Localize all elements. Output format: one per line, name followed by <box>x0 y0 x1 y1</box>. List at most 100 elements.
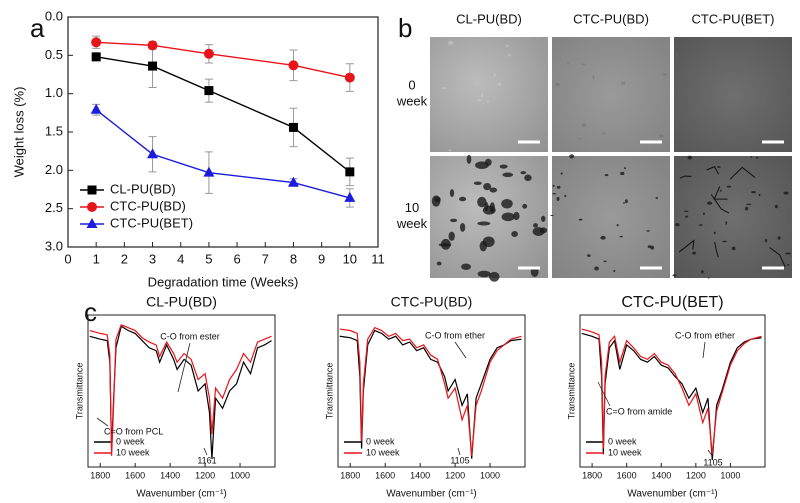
legend-label: 10 week <box>608 447 642 457</box>
sem-texture <box>564 194 567 198</box>
sem-texture <box>692 251 697 255</box>
sem-texture <box>477 270 491 278</box>
sem-texture <box>613 269 616 273</box>
sem-texture <box>448 40 454 45</box>
sem-texture <box>581 123 587 128</box>
marker <box>147 40 158 51</box>
sem-texture <box>758 193 761 197</box>
x-tick-label: 1400 <box>160 470 180 480</box>
sem-texture <box>550 214 554 217</box>
sem-texture <box>483 182 492 191</box>
marker <box>287 176 299 187</box>
sem-texture <box>726 185 732 188</box>
sem-texture <box>624 167 627 170</box>
sem-texture <box>604 174 609 177</box>
sem-image <box>552 37 670 152</box>
sem-texture <box>578 137 582 140</box>
sem-texture <box>513 211 520 221</box>
sem-texture <box>725 136 730 139</box>
sem-texture <box>489 271 500 282</box>
annotation: 1105 <box>703 457 722 467</box>
column-label: CTC-PU(BET) <box>691 11 774 26</box>
y-axis-label: Transmittance <box>566 363 576 420</box>
sem-texture <box>725 221 728 225</box>
sem-texture <box>756 156 759 159</box>
sem-texture <box>482 205 496 215</box>
x-tick-label: 1400 <box>651 470 671 480</box>
x-tick-label: 1200 <box>445 470 465 480</box>
sem-image <box>674 37 792 152</box>
panel-label: a <box>30 13 45 43</box>
plot-frame <box>87 314 276 468</box>
sem-texture <box>498 82 501 87</box>
legend-label: 0 week <box>116 436 145 446</box>
sem-texture <box>616 224 619 227</box>
panel-label: c <box>84 297 97 327</box>
row-label-line: week <box>396 94 428 109</box>
marker <box>91 37 102 48</box>
x-axis-label: Degradation time (Weeks) <box>148 274 299 289</box>
marker <box>87 185 97 195</box>
annotation-arrow <box>96 417 109 427</box>
plot-frame <box>337 314 526 468</box>
x-tick-label: 1000 <box>230 470 250 480</box>
x-tick-label: 7 <box>262 251 269 266</box>
sem-texture <box>441 87 447 89</box>
x-tick-label: 0 <box>64 251 71 266</box>
y-tick-label: 0.0 <box>45 8 63 23</box>
sem-texture <box>663 73 667 76</box>
sem-texture <box>539 227 548 234</box>
sem-texture <box>475 161 489 170</box>
sem-texture <box>785 252 791 255</box>
sem-texture <box>436 261 442 266</box>
sem-texture <box>620 171 625 176</box>
sem-texture <box>431 195 441 207</box>
sem-texture <box>742 85 745 90</box>
annotation-arrow <box>203 447 208 456</box>
sem-texture <box>449 189 455 198</box>
sem-texture <box>734 131 740 134</box>
x-tick-label: 4 <box>177 251 184 266</box>
sem-texture <box>502 172 514 178</box>
sem-texture <box>704 145 707 149</box>
plot-frame <box>579 314 766 468</box>
sem-texture <box>552 184 555 188</box>
annotation-arrow <box>707 449 714 458</box>
row-label-line: 10 <box>405 200 419 215</box>
x-tick-label: 1800 <box>90 470 110 480</box>
x-tick-label: 2 <box>121 251 128 266</box>
sem-texture <box>592 75 595 80</box>
annotation: C-O from ether <box>675 330 735 340</box>
legend-label: CTC-PU(BET) <box>110 215 193 230</box>
sem-texture <box>600 235 606 240</box>
series-line <box>96 41 350 79</box>
marker <box>87 202 97 212</box>
sem-texture <box>482 236 495 247</box>
sem-texture <box>440 238 451 250</box>
column-label: CL-PU(BD) <box>456 11 522 26</box>
x-axis-label: Wavenumber (cm⁻¹) <box>136 489 226 500</box>
sem-texture <box>489 187 498 193</box>
chart-title: CTC-PU(BET) <box>621 294 723 311</box>
x-tick-label: 1000 <box>720 470 740 480</box>
spectrum-line <box>339 326 522 456</box>
sem-texture <box>552 193 557 195</box>
marker <box>86 218 98 228</box>
x-tick-label: 1600 <box>125 470 145 480</box>
marker <box>344 191 356 202</box>
annotation-arrow <box>702 341 706 359</box>
sem-texture <box>650 245 655 250</box>
sem-texture <box>786 264 790 266</box>
sem-crack <box>710 194 730 214</box>
y-tick-label: 1.5 <box>45 123 63 138</box>
legend-label: 10 week <box>366 447 400 457</box>
sem-texture <box>501 212 515 222</box>
row-label: 0 week <box>396 78 428 109</box>
x-tick-label: 5 <box>205 251 212 266</box>
sem-texture <box>720 189 722 192</box>
marker <box>91 52 101 62</box>
sem-texture <box>560 172 563 175</box>
sem-texture <box>450 218 458 223</box>
x-tick-label: 1200 <box>686 470 706 480</box>
series-line <box>96 56 351 173</box>
